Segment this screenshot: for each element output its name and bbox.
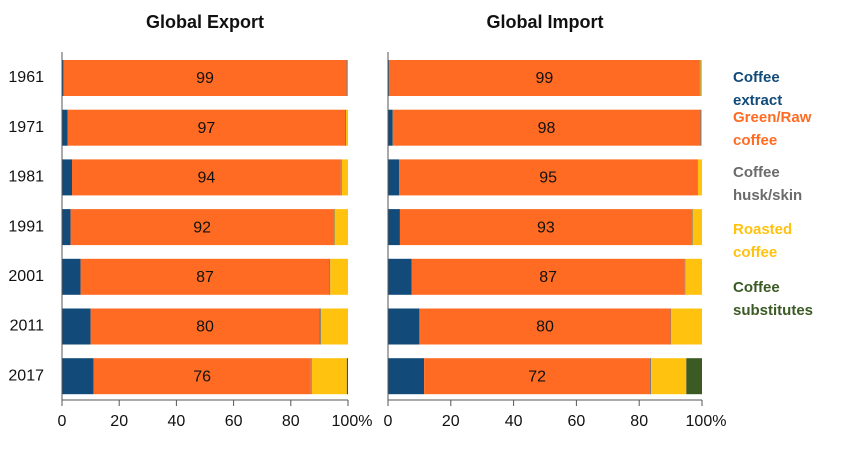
bar-segment	[334, 209, 348, 246]
bar-segment	[340, 159, 342, 196]
x-tick-label: 20	[442, 413, 460, 430]
bar-segment	[697, 159, 702, 196]
bar-segment	[70, 209, 334, 246]
bar-segment	[686, 358, 702, 395]
bar-segment	[329, 258, 331, 295]
legend-entry: Roasted coffee	[733, 221, 793, 261]
data-label: 95	[539, 170, 557, 187]
data-label: 98	[538, 120, 556, 137]
y-tick-label: 1971	[8, 119, 44, 136]
data-label: 72	[528, 368, 546, 385]
x-tick-label: 100%	[332, 413, 373, 430]
bar-segment	[62, 308, 91, 345]
bar-segment	[650, 358, 652, 395]
bar-segment	[701, 109, 702, 146]
chart-title: Global Export	[146, 12, 264, 32]
y-tick-label: 2001	[8, 268, 44, 285]
bar-segment	[72, 159, 341, 196]
x-tick-label: 0	[58, 413, 67, 430]
x-tick-label: 0	[384, 413, 393, 430]
bar-segment	[333, 209, 335, 246]
charts: Global Export196119711981199120012011201…	[8, 12, 727, 430]
data-label: 80	[196, 319, 214, 336]
bar-segment	[398, 159, 698, 196]
bar-segment	[697, 159, 698, 196]
bar-segment	[388, 258, 412, 295]
bar-segment	[320, 308, 348, 345]
bar-segment	[345, 109, 348, 146]
bar-segment	[691, 209, 693, 246]
data-label: 97	[198, 120, 216, 137]
y-tick-label: 1961	[8, 69, 44, 86]
data-label: 76	[193, 368, 211, 385]
bar-segment	[62, 159, 73, 196]
bar-segment	[399, 209, 692, 246]
data-label: 87	[539, 269, 557, 286]
x-tick-label: 80	[630, 413, 648, 430]
x-tick-label: 100%	[686, 413, 727, 430]
bar-segment	[347, 60, 348, 96]
x-tick-label: 60	[568, 413, 586, 430]
bar-segment	[424, 358, 651, 395]
bar-segment	[90, 308, 320, 345]
x-tick-label: 40	[505, 413, 523, 430]
bar-segment	[699, 60, 701, 96]
bar-segment	[692, 209, 702, 246]
y-tick-label: 2017	[8, 367, 44, 384]
bar-segment	[93, 358, 311, 395]
bar-segment	[388, 358, 425, 395]
bar-segment	[62, 358, 94, 395]
bar-segment	[388, 109, 393, 146]
legend-entry: Coffee substitutes	[733, 279, 814, 319]
bar-segment	[63, 60, 347, 96]
bar-segment	[346, 60, 348, 96]
y-tick-label: 1981	[8, 169, 44, 186]
bar-segment	[671, 308, 702, 345]
y-tick-label: 2011	[10, 318, 45, 335]
bar-segment	[62, 209, 71, 246]
legend-entry: Green/Raw coffee	[733, 109, 812, 149]
bar-segment	[684, 258, 686, 295]
bar-segment	[651, 358, 687, 395]
bar-segment	[388, 60, 700, 96]
bar-segment	[319, 308, 321, 345]
data-label: 99	[196, 70, 214, 87]
bar-segment	[341, 159, 348, 196]
bar-segment	[67, 109, 346, 146]
bar-segment	[685, 258, 702, 295]
x-tick-label: 80	[282, 413, 300, 430]
bar-segment	[80, 258, 330, 295]
data-label: 80	[536, 319, 554, 336]
bar-segment	[62, 109, 68, 146]
bar-segment	[388, 209, 400, 246]
bar-segment	[388, 308, 420, 345]
y-tick-label: 1991	[8, 218, 44, 235]
bar-segment	[62, 60, 64, 96]
bar-segment	[670, 308, 672, 345]
legend-entry: Coffee extract	[733, 69, 783, 109]
bar-segment	[311, 358, 347, 395]
data-label: 92	[193, 219, 211, 236]
bar-segment	[419, 308, 671, 345]
chart-title: Global Import	[487, 12, 604, 32]
bar-segment	[392, 109, 701, 146]
bar-segment	[310, 358, 312, 395]
bar-segment	[700, 60, 702, 96]
bar-segment	[411, 258, 685, 295]
data-label: 94	[198, 170, 216, 187]
data-label: 87	[196, 269, 214, 286]
bar-segment	[700, 109, 702, 146]
x-tick-label: 60	[225, 413, 243, 430]
data-label: 99	[535, 70, 553, 87]
bar-segment	[330, 258, 348, 295]
bar-segment	[62, 258, 81, 295]
x-tick-label: 20	[110, 413, 128, 430]
x-tick-label: 40	[168, 413, 186, 430]
bar-segment	[345, 109, 346, 146]
data-label: 93	[537, 219, 555, 236]
bar-segment	[346, 358, 348, 395]
bar-segment	[388, 159, 399, 196]
legend-entry: Coffee husk/skin	[733, 164, 803, 204]
